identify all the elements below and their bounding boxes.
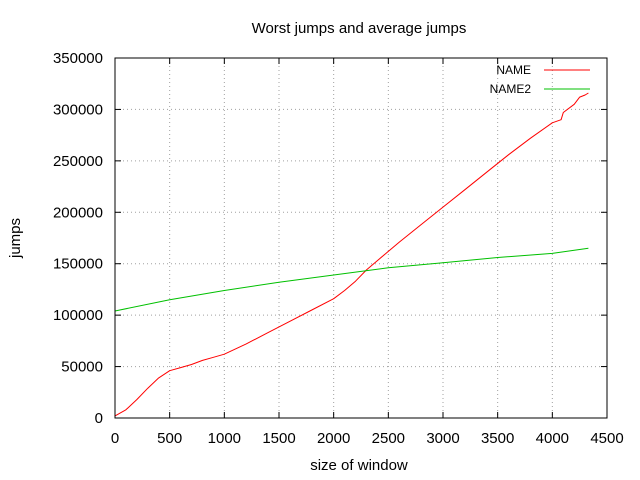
x-tick-label: 1500 bbox=[262, 430, 295, 447]
y-tick-labels: 0 50000 100000 150000 200000 250000 300000 3500… bbox=[53, 50, 103, 427]
chart-title: Worst jumps and average jumps bbox=[252, 20, 467, 37]
x-tick-labels: 0 500 1000 1500 2000 2500 3000 3500 4000 4500 bbox=[111, 430, 624, 447]
y-tick-label: 350000 bbox=[53, 50, 103, 67]
x-tick-label: 1000 bbox=[208, 430, 241, 447]
series-line-name2 bbox=[114, 247, 589, 312]
tick-marks bbox=[114, 57, 608, 419]
x-tick-label: 0 bbox=[111, 430, 119, 447]
series-lines bbox=[114, 92, 589, 417]
x-tick-label: 2500 bbox=[372, 430, 405, 447]
y-axis-label: jumps bbox=[7, 218, 24, 259]
x-axis-label: size of window bbox=[310, 457, 408, 474]
gridlines bbox=[115, 58, 607, 418]
legend-label-name: NAME bbox=[496, 63, 531, 77]
y-tick-label: 200000 bbox=[53, 204, 103, 221]
y-tick-label: 50000 bbox=[61, 359, 103, 376]
x-tick-label: 4000 bbox=[536, 430, 569, 447]
y-tick-label: 300000 bbox=[53, 101, 103, 118]
legend: NAME NAME2 bbox=[490, 63, 590, 96]
y-tick-label: 250000 bbox=[53, 153, 103, 170]
legend-label-name2: NAME2 bbox=[490, 82, 532, 96]
x-tick-label: 3500 bbox=[481, 430, 514, 447]
y-tick-label: 0 bbox=[95, 410, 103, 427]
x-tick-label: 2000 bbox=[317, 430, 350, 447]
y-tick-label: 100000 bbox=[53, 307, 103, 324]
series-line-name bbox=[114, 92, 589, 417]
plot-frame bbox=[114, 57, 608, 419]
y-tick-label: 150000 bbox=[53, 256, 103, 273]
x-tick-label: 4500 bbox=[590, 430, 623, 447]
x-tick-label: 3000 bbox=[426, 430, 459, 447]
x-tick-label: 500 bbox=[157, 430, 182, 447]
